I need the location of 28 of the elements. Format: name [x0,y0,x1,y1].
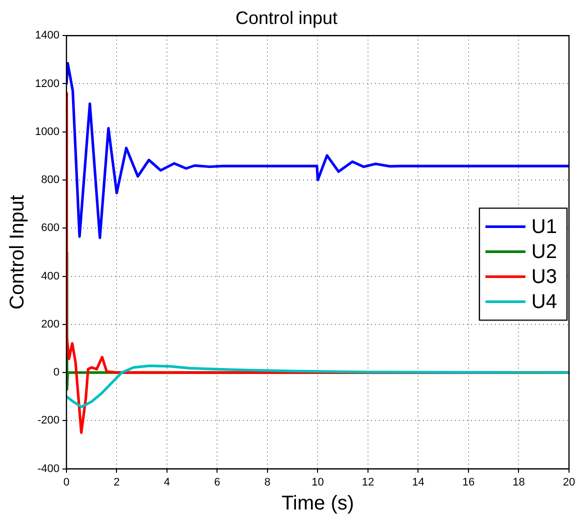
y-tick-label: 1400 [34,30,60,42]
y-tick-label: 600 [41,222,60,234]
x-tick-label: 2 [114,476,120,488]
x-tick-label: 14 [412,476,424,488]
x-tick-label: 12 [362,476,374,488]
x-tick-label: 0 [63,476,70,488]
y-tick-label: 1000 [34,126,60,138]
x-tick-label: 16 [462,476,475,488]
legend-label: U4 [531,291,558,314]
x-tick-label: 8 [264,476,271,488]
x-tick-label: 10 [312,476,324,488]
legend-label: U1 [531,216,558,238]
y-tick-label: 200 [41,318,60,330]
chart-title: Control input [235,8,338,28]
legend-label: U3 [531,266,558,288]
legend-label: U2 [531,241,558,264]
x-tick-label: 6 [214,476,220,488]
y-tick-label: 0 [53,366,60,379]
y-tick-label: 400 [41,270,60,282]
y-tick-label: -200 [37,414,60,427]
x-tick-label: 20 [562,476,576,488]
y-axis-title: Control Input [6,194,29,310]
x-axis-title: Time (s) [281,492,354,515]
x-tick-label: 4 [164,476,170,488]
y-tick-label: -400 [37,462,60,475]
x-tick-label: 18 [512,476,525,488]
y-tick-label: 800 [41,174,60,186]
y-tick-label: 1200 [34,78,60,90]
